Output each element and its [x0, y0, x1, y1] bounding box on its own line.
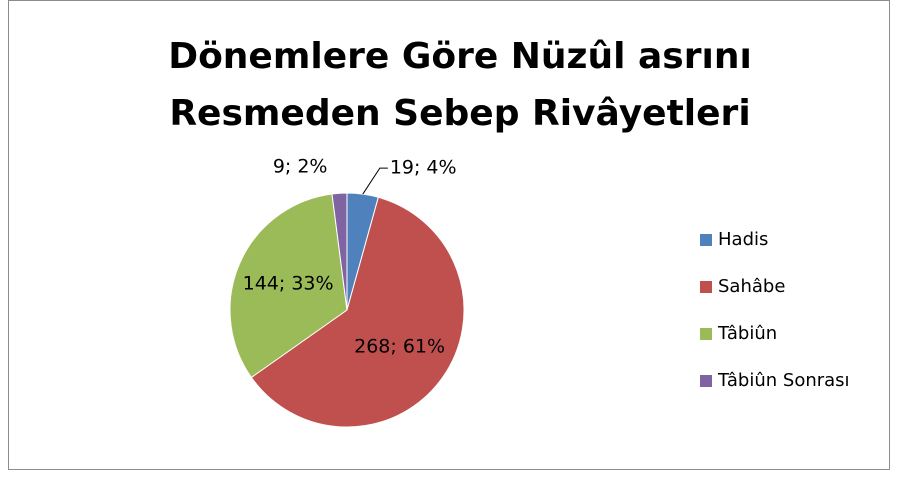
legend-label: Sahâbe — [718, 276, 785, 297]
legend-label: Tâbiûn Sonrası — [717, 370, 850, 391]
legend-label: Hadis — [718, 229, 768, 250]
leader-line — [362, 167, 388, 195]
chart-title: Resmeden Sebep Rivâyetleri — [169, 93, 750, 134]
data-label: 144; 33% — [243, 273, 334, 295]
data-label: 19; 4% — [390, 157, 457, 179]
pie-slice — [331, 192, 348, 311]
legend-label: Tâbiûn — [717, 323, 777, 344]
pie-slice — [250, 196, 465, 428]
legend-swatch — [700, 281, 712, 293]
data-label: 268; 61% — [354, 336, 445, 358]
legend-swatch — [700, 375, 712, 387]
pie-slice — [229, 193, 348, 379]
chart-title: Dönemlere Göre Nüzûl asrını — [168, 36, 752, 77]
legend-swatch — [700, 328, 712, 340]
legend-swatch — [700, 234, 712, 246]
chart-border — [8, 0, 890, 470]
data-label: 9; 2% — [273, 156, 328, 178]
